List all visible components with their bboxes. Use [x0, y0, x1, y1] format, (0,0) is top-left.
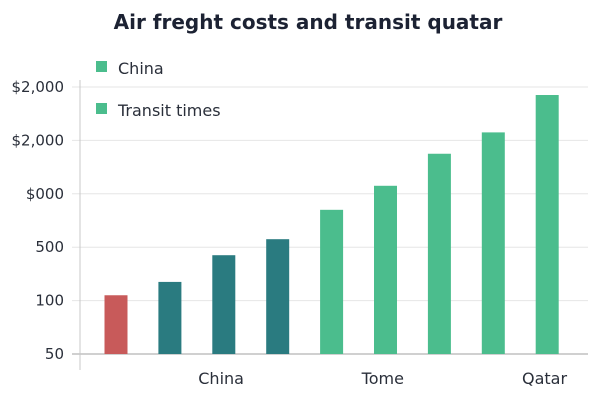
bar [481, 132, 505, 354]
y-tick-label: $000 [26, 185, 64, 203]
y-tick-label: $2,000 [12, 131, 65, 149]
legend-swatch-china [96, 61, 107, 72]
bar [104, 295, 128, 354]
y-tick-label: 50 [45, 345, 64, 363]
bar [427, 153, 451, 354]
bars [104, 95, 559, 354]
y-tick-label: $2,000 [12, 78, 65, 96]
legend-swatch-transit-times [96, 103, 107, 114]
y-tick-label: 100 [35, 292, 64, 310]
legend-label-china: China [118, 59, 164, 78]
bar [266, 239, 290, 354]
legend-label-transit-times: Transit times [117, 101, 221, 120]
legend: China Transit times [96, 59, 221, 120]
x-tick-label: China [198, 369, 244, 388]
bar [158, 281, 182, 354]
chart-title: Air freght costs and transit quatar [114, 10, 503, 34]
bar [374, 185, 397, 354]
y-tick-labels: 50 100 500 $000 $2,000 $2,000 [12, 78, 65, 363]
x-tick-label: Tome [361, 369, 404, 388]
x-tick-label: Qatar [522, 369, 567, 388]
bar [212, 255, 236, 354]
x-tick-labels: China Tome Qatar [198, 369, 567, 388]
y-tick-label: 500 [35, 238, 64, 256]
bar [535, 95, 559, 354]
bar [320, 209, 344, 354]
